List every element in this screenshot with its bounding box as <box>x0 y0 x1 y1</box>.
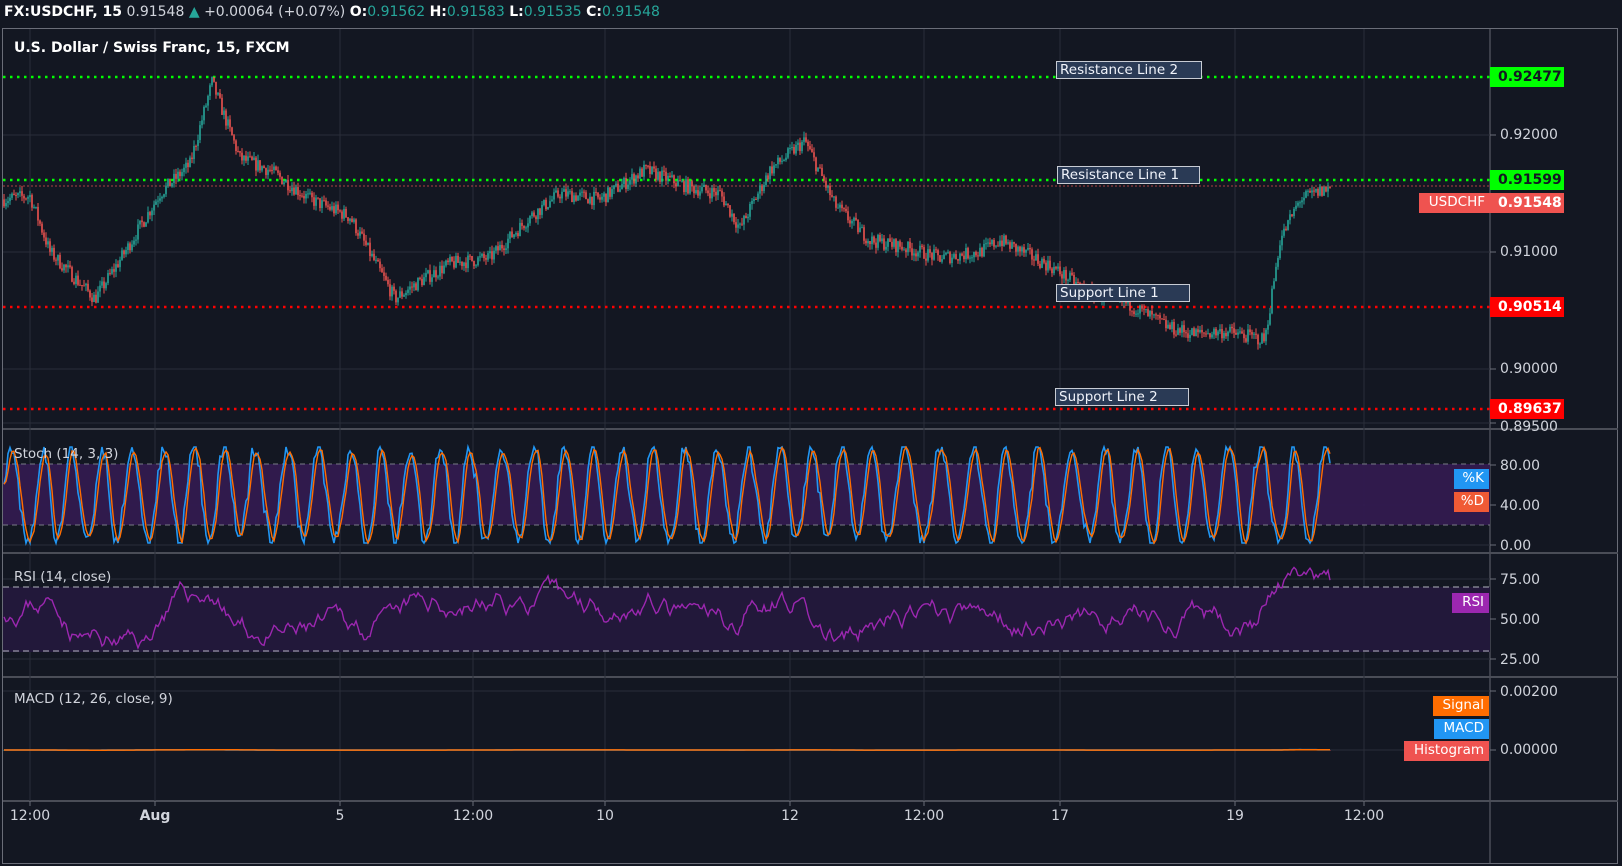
rsi-tick: 50.00 <box>1500 612 1541 628</box>
rsi-tick: 75.00 <box>1500 572 1541 588</box>
chart-title: U.S. Dollar / Swiss Franc, 15, FXCM <box>14 40 290 56</box>
chart-frame <box>2 28 1618 864</box>
time-tick: 10 <box>596 808 614 824</box>
open-label: O: <box>349 4 368 20</box>
price-tick: 0.90000 <box>1500 361 1558 377</box>
resistance-line-1-label[interactable]: Resistance Line 1 <box>1057 166 1200 184</box>
resistance-line-2-label[interactable]: Resistance Line 2 <box>1056 61 1202 79</box>
high-label: H: <box>429 4 447 20</box>
last-price: 0.91548 <box>126 4 185 20</box>
stoch-tick: 80.00 <box>1500 458 1541 474</box>
time-tick: 12:00 <box>903 808 945 824</box>
symbol-name: FX:USDCHF, 15 <box>4 4 123 20</box>
stoch-tick: 40.00 <box>1500 498 1541 514</box>
symbol-header: FX:USDCHF, 15 0.91548 ▲ +0.00064 (+0.07%… <box>4 2 660 24</box>
rsi-line <box>3 566 1331 650</box>
stoch-k-line <box>3 443 1331 547</box>
histogram-legend: Histogram <box>1404 741 1489 761</box>
low-label: L: <box>509 4 524 20</box>
resistance-1-price-tag: 0.91599 <box>1490 170 1564 190</box>
stoch-tick: 0.00 <box>1500 538 1532 554</box>
price-change: +0.00064 (+0.07%) <box>204 4 346 20</box>
stoch-band <box>3 464 1490 525</box>
macd-legend: MACD <box>1434 719 1489 739</box>
macd-tick: 0.00000 <box>1500 742 1558 758</box>
resistance-2-price-tag: 0.92477 <box>1490 67 1564 87</box>
price-tick: 0.92000 <box>1500 127 1558 143</box>
low-value: 0.91535 <box>523 4 582 20</box>
open-value: 0.91562 <box>367 4 426 20</box>
support-line-1-label[interactable]: Support Line 1 <box>1056 284 1190 302</box>
macd-tick: 0.00200 <box>1500 684 1558 700</box>
time-tick: 17 <box>1051 808 1069 824</box>
price-tick: 0.89500 <box>1500 419 1558 435</box>
time-tick: 12:00 <box>9 808 51 824</box>
rsi-legend: RSI <box>1452 593 1489 613</box>
rsi-tick: 25.00 <box>1500 652 1541 668</box>
stoch-d-line <box>3 445 1331 545</box>
signal-legend: Signal <box>1433 696 1489 716</box>
symbol-price-tag: USDCHF <box>1419 193 1490 213</box>
last-price-tag: 0.91548 <box>1490 193 1564 213</box>
time-tick: 12:00 <box>452 808 494 824</box>
time-tick: 5 <box>335 808 345 824</box>
time-tick: 19 <box>1226 808 1244 824</box>
stoch-d-legend: %D <box>1454 492 1489 512</box>
time-tick: 12 <box>781 808 799 824</box>
price-tick: 0.91000 <box>1500 244 1558 260</box>
time-tick: Aug <box>139 808 171 824</box>
stoch-k-legend: %K <box>1454 469 1489 489</box>
time-tick: 12:00 <box>1343 808 1385 824</box>
support-1-price-tag: 0.90514 <box>1490 297 1564 317</box>
close-value: 0.91548 <box>602 4 660 20</box>
support-2-price-tag: 0.89637 <box>1490 399 1564 419</box>
candlestick-series <box>3 76 1331 350</box>
support-line-2-label[interactable]: Support Line 2 <box>1055 388 1189 406</box>
change-up-icon: ▲ <box>188 4 200 20</box>
rsi-band <box>3 587 1490 652</box>
high-value: 0.91583 <box>446 4 505 20</box>
close-label: C: <box>586 4 603 20</box>
